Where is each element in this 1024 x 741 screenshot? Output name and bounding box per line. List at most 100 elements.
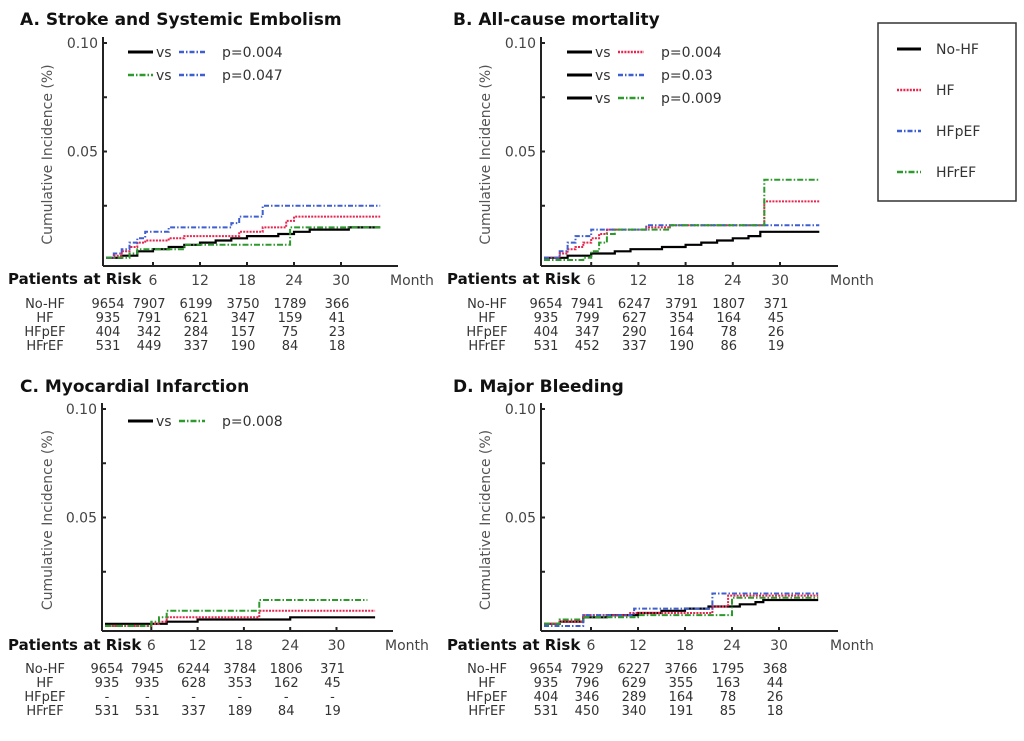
comparison-vs: vs (595, 68, 611, 84)
p-value: p=0.009 (661, 91, 722, 107)
risk-cell: 1789 (273, 297, 306, 312)
risk-cell: 935 (96, 311, 121, 326)
x-axis-label: Month (385, 638, 429, 654)
risk-cell: 3791 (665, 297, 698, 312)
risk-cell: 7941 (571, 297, 604, 312)
risk-group-label: No-HF (467, 662, 507, 677)
x-tick-label: 12 (191, 273, 209, 289)
risk-cell: - (284, 690, 289, 705)
risk-cell: 3750 (226, 297, 259, 312)
risk-cell: 18 (329, 339, 346, 354)
series-line-hf (544, 200, 820, 259)
series-line-hfpef (544, 224, 820, 259)
x-tick-label: 6 (587, 273, 596, 289)
risk-cell: 9654 (529, 297, 562, 312)
risk-cell: 404 (96, 325, 121, 340)
risk-cell: 85 (720, 704, 737, 719)
risk-cell: 337 (184, 339, 209, 354)
x-tick-label: 24 (285, 273, 303, 289)
risk-cell: 627 (622, 311, 647, 326)
series-line-hfref (106, 226, 381, 259)
series-line-hfref (544, 596, 819, 625)
risk-cell: 346 (575, 690, 600, 705)
x-tick-label: 24 (723, 638, 741, 654)
risk-cell: 41 (329, 311, 346, 326)
comparison-vs: vs (156, 68, 172, 84)
risk-group-label: HFrEF (26, 704, 63, 719)
risk-cell: 935 (534, 311, 559, 326)
risk-cell: 1807 (712, 297, 745, 312)
legend: No-HF HF HFpEF HFrEF (877, 22, 1017, 202)
risk-group-label: No-HF (25, 662, 65, 677)
risk-cell: 935 (534, 676, 559, 691)
risk-group-label: HFpEF (466, 325, 507, 340)
legend-label-hf: HF (936, 83, 955, 99)
panel-b: B. All-cause mortality 0.10 0.05 Cumulative… (447, 10, 874, 354)
x-axis-label: Month (830, 638, 874, 654)
risk-cell: 337 (181, 704, 206, 719)
risk-cell: 7945 (131, 662, 164, 677)
p-value: p=0.004 (661, 45, 722, 61)
risk-cell: 1795 (711, 662, 744, 677)
risk-cell: 164 (716, 311, 741, 326)
risk-cell: 935 (95, 676, 120, 691)
risk-cell: 368 (763, 662, 788, 677)
p-value: p=0.004 (222, 45, 283, 61)
risk-group-label: HFrEF (468, 704, 505, 719)
y-tick-label: 0.05 (505, 511, 536, 527)
risk-group-label: HFrEF (468, 339, 505, 354)
risk-cell: 935 (135, 676, 160, 691)
risk-cell: 347 (575, 325, 600, 340)
risk-table-header: Patients at Risk (8, 270, 142, 288)
risk-cell: 404 (534, 325, 559, 340)
risk-cell: - (145, 690, 150, 705)
comparison-vs: vs (595, 91, 611, 107)
risk-cell: 371 (320, 662, 345, 677)
risk-cell: 26 (767, 690, 784, 705)
risk-cell: 531 (135, 704, 160, 719)
risk-cell: 1806 (270, 662, 303, 677)
risk-cell: 452 (575, 339, 600, 354)
risk-cell: 290 (622, 325, 647, 340)
p-value: p=0.008 (222, 414, 283, 430)
risk-cell: 157 (231, 325, 256, 340)
risk-cell: 9654 (90, 662, 123, 677)
series-line-hfref (544, 178, 820, 261)
panel-a: A. Stroke and Systemic Embolism 0.10 0.05 C… (8, 10, 434, 354)
x-tick-label: 18 (235, 638, 253, 654)
risk-cell: 84 (282, 339, 299, 354)
risk-group-label: HF (478, 311, 495, 326)
y-tick-label: 0.05 (66, 511, 97, 527)
panel-title: B. All-cause mortality (453, 10, 660, 30)
risk-cell: 404 (534, 690, 559, 705)
risk-group-label: HF (36, 311, 53, 326)
risk-group-label: No-HF (25, 297, 65, 312)
x-tick-label: 24 (281, 638, 299, 654)
x-tick-label: 30 (770, 638, 788, 654)
risk-cell: 450 (575, 704, 600, 719)
panel-title: C. Myocardial Infarction (20, 377, 249, 397)
risk-cell: 190 (669, 339, 694, 354)
risk-cell: 6247 (618, 297, 651, 312)
series-line-hfref (105, 599, 368, 627)
risk-cell: 19 (324, 704, 341, 719)
series-line-no-hf (544, 598, 819, 625)
y-tick-label: 0.05 (505, 145, 536, 161)
risk-table-header: Patients at Risk (8, 636, 142, 654)
legend-label-hfref: HFrEF (936, 165, 976, 181)
risk-cell: 26 (768, 325, 785, 340)
x-tick-label: 6 (149, 273, 158, 289)
risk-cell: 189 (227, 704, 252, 719)
risk-cell: 159 (278, 311, 303, 326)
x-tick-label: 12 (629, 273, 647, 289)
risk-cell: 6199 (179, 297, 212, 312)
legend-label-hfpef: HFpEF (936, 124, 980, 140)
risk-cell: 628 (181, 676, 206, 691)
x-tick-label: 30 (332, 273, 350, 289)
risk-cell: 78 (720, 690, 737, 705)
legend-label-no-hf: No-HF (936, 42, 979, 58)
risk-cell: - (238, 690, 243, 705)
risk-cell: 78 (721, 325, 738, 340)
risk-cell: 796 (575, 676, 600, 691)
